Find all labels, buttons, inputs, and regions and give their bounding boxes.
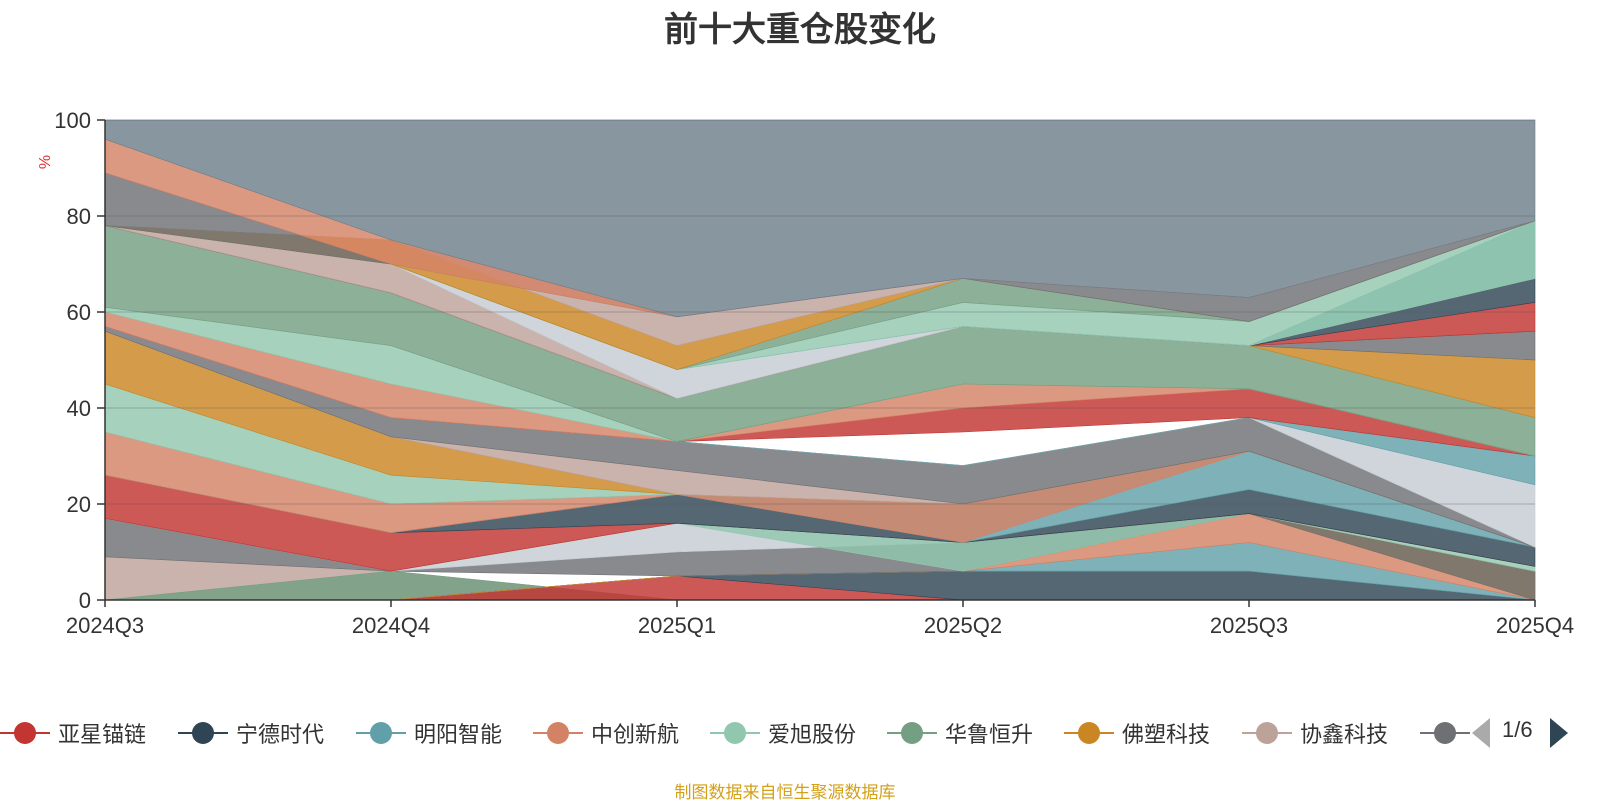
legend-label: 爱旭股份 [768, 722, 857, 747]
legend-item[interactable]: 明阳智能 [356, 718, 502, 748]
x-tick-label: 2025Q2 [924, 613, 1002, 638]
legend-item[interactable]: 华鲁恒升 [887, 718, 1033, 748]
legend-item[interactable]: 协鑫科技 [1242, 718, 1388, 748]
legend-swatch-icon [0, 718, 50, 748]
legend-label: 华鲁恒升 [945, 722, 1034, 747]
legend-item[interactable]: 宁德时代 [178, 718, 324, 748]
legend-swatch-icon [887, 718, 937, 748]
y-tick-label: 0 [79, 588, 91, 613]
legend-label: 协鑫科技 [1300, 722, 1389, 747]
y-tick-label: 40 [67, 396, 91, 421]
legend-swatch-icon [1064, 718, 1114, 748]
y-tick-label: 80 [67, 204, 91, 229]
legend-swatch-icon [1242, 718, 1292, 748]
pager-next-icon[interactable] [1550, 718, 1568, 748]
x-tick-label: 2025Q4 [1496, 613, 1574, 638]
pager-page-indicator: 1/6 [1502, 717, 1533, 742]
legend-swatch-icon [533, 718, 583, 748]
x-tick-label: 2024Q3 [66, 613, 144, 638]
legend-item[interactable]: 中创新航 [533, 718, 679, 748]
legend-swatch-icon [356, 718, 406, 748]
area-band-37 [104, 119, 1536, 318]
legend-label: 佛塑科技 [1122, 722, 1211, 747]
legend-label: 中创新航 [591, 722, 680, 747]
legend-pager: 1/6 [1472, 716, 1600, 750]
legend-swatch-icon [178, 718, 228, 748]
source-note: 制图数据来自恒生聚源数据库 [674, 783, 896, 802]
legend-item[interactable]: ( [1420, 718, 1470, 748]
area-bands [104, 119, 1536, 601]
y-tick-label: 20 [67, 492, 91, 517]
legend-label: 亚星锚链 [58, 722, 147, 747]
legend-swatch-icon [1420, 718, 1470, 748]
legend-swatch-icon [710, 718, 760, 748]
legend-item[interactable]: 亚星锚链 [0, 718, 146, 748]
x-tick-label: 2024Q4 [352, 613, 430, 638]
legend-item[interactable]: 爱旭股份 [710, 718, 856, 748]
legend-item[interactable]: 佛塑科技 [1064, 718, 1210, 748]
legend-label: 明阳智能 [414, 722, 503, 747]
legend: 亚星锚链 宁德时代 明阳智能 中创新航 爱旭股份 华鲁恒升 佛塑科技 协鑫科技 ( [0, 718, 1470, 748]
chart-title: 前十大重仓股变化 [664, 11, 936, 49]
y-tick-label: 60 [67, 300, 91, 325]
y-tick-label: 100 [54, 108, 91, 133]
y-axis-unit-label: % [37, 155, 54, 169]
pager-prev-icon[interactable] [1472, 718, 1490, 748]
legend-label: 宁德时代 [236, 722, 325, 747]
x-tick-label: 2025Q3 [1210, 613, 1288, 638]
x-tick-label: 2025Q1 [638, 613, 716, 638]
